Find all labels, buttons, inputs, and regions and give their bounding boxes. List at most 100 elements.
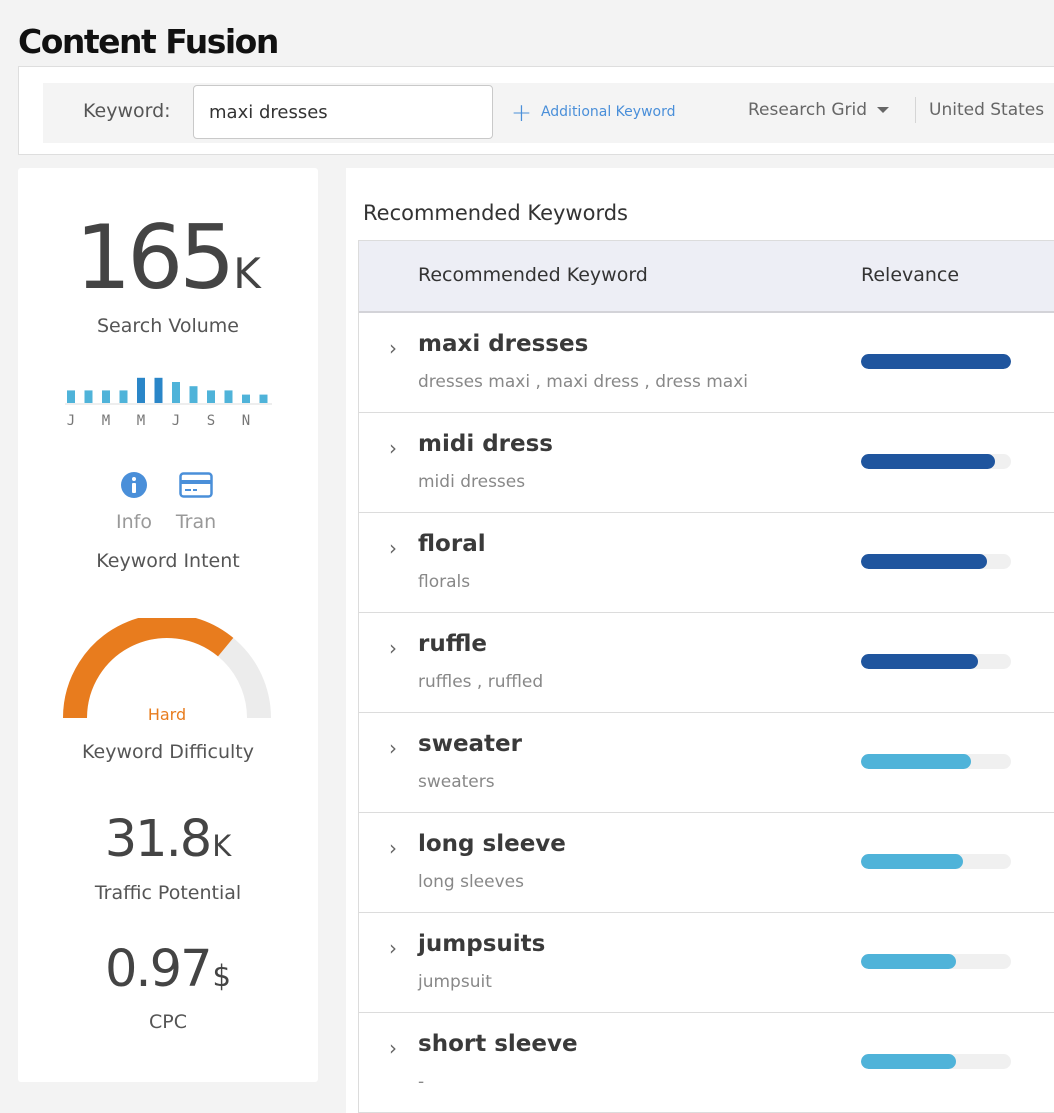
keyword-difficulty-label: Keyword Difficulty bbox=[82, 741, 254, 763]
col-relevance[interactable]: Relevance bbox=[861, 264, 960, 286]
additional-keyword-label: Additional Keyword bbox=[540, 104, 676, 120]
info-icon bbox=[121, 472, 147, 498]
keyword-synonyms: midi dresses bbox=[418, 472, 526, 492]
table-row[interactable]: › long sleeve long sleeves bbox=[359, 813, 1054, 913]
table-row[interactable]: › midi dress midi dresses bbox=[359, 413, 1054, 513]
keyword-synonyms: jumpsuit bbox=[418, 972, 492, 992]
table-row[interactable]: › sweater sweaters bbox=[359, 713, 1054, 813]
traffic-potential-unit: K bbox=[212, 829, 232, 863]
difficulty-gauge: Hard bbox=[63, 618, 271, 724]
trend-bar bbox=[67, 390, 75, 403]
relevance-bar-fill bbox=[861, 754, 971, 769]
trend-bar bbox=[172, 382, 180, 403]
traffic-potential-label: Traffic Potential bbox=[94, 882, 242, 904]
recommended-keywords-panel: Recommended Keywords Recommended Keyword… bbox=[346, 168, 1054, 1113]
table-row[interactable]: › floral florals bbox=[359, 513, 1054, 613]
keyword-synonyms: long sleeves bbox=[418, 872, 524, 892]
additional-keyword-button[interactable]: + Additional Keyword bbox=[511, 99, 675, 125]
relevance-bar bbox=[861, 754, 1011, 769]
relevance-bar bbox=[861, 954, 1011, 969]
difficulty-level: Hard bbox=[148, 705, 186, 724]
month-label: S bbox=[207, 413, 215, 429]
search-volume-label: Search Volume bbox=[97, 315, 239, 337]
relevance-bar bbox=[861, 854, 1011, 869]
keyword-synonyms: ruffles , ruffled bbox=[418, 672, 544, 692]
keyword-name: short sleeve bbox=[418, 1031, 578, 1057]
relevance-bar-fill bbox=[861, 1054, 956, 1069]
research-grid-label: Research Grid bbox=[748, 100, 868, 120]
table-row[interactable]: › short sleeve - bbox=[359, 1013, 1054, 1113]
divider bbox=[915, 97, 916, 123]
keyword-intent-icons: Info Tran bbox=[114, 471, 224, 541]
trend-bar bbox=[207, 390, 215, 403]
trend-bar bbox=[242, 394, 250, 403]
trend-bar bbox=[259, 394, 268, 403]
keyword-synonyms: florals bbox=[418, 572, 471, 592]
keyword-name: midi dress bbox=[418, 431, 553, 457]
table-row[interactable]: › maxi dresses dresses maxi , maxi dress ,… bbox=[359, 313, 1054, 413]
keyword-input[interactable] bbox=[193, 85, 493, 139]
trend-bar bbox=[137, 377, 145, 403]
trend-bar bbox=[119, 390, 128, 403]
keyword-name: maxi dresses bbox=[418, 331, 589, 357]
search-bar: Keyword: + Additional Keyword Research G… bbox=[18, 66, 1054, 155]
relevance-bar bbox=[861, 454, 1011, 469]
traffic-potential-number: 31.8 bbox=[104, 810, 213, 869]
search-volume-unit: K bbox=[233, 249, 261, 298]
chevron-right-icon[interactable]: › bbox=[389, 536, 397, 560]
cpc-unit: $ bbox=[212, 959, 231, 993]
cpc-number: 0.97 bbox=[104, 940, 213, 999]
intent-info-label: Info bbox=[116, 511, 152, 533]
chevron-right-icon[interactable]: › bbox=[389, 836, 397, 860]
caret-down-icon bbox=[877, 107, 890, 113]
chevron-right-icon[interactable]: › bbox=[389, 1036, 397, 1060]
intent-info: Info bbox=[109, 471, 159, 533]
trend-bar bbox=[84, 390, 93, 403]
keyword-synonyms: dresses maxi , maxi dress , dress maxi bbox=[418, 372, 748, 392]
gauge-fill bbox=[63, 618, 234, 719]
chevron-right-icon[interactable]: › bbox=[389, 936, 397, 960]
trend-bar bbox=[154, 377, 163, 403]
chevron-right-icon[interactable]: › bbox=[389, 736, 397, 760]
trend-bar bbox=[102, 390, 110, 403]
traffic-potential-value: 31.8K bbox=[18, 810, 318, 869]
credit-card-icon bbox=[179, 472, 213, 498]
col-recommended-keyword[interactable]: Recommended Keyword bbox=[418, 264, 648, 286]
keyword-label: Keyword: bbox=[83, 100, 171, 122]
keyword-synonyms: sweaters bbox=[418, 772, 495, 792]
intent-transactional: Tran bbox=[171, 471, 221, 533]
month-label: J bbox=[172, 413, 180, 429]
cpc-value: 0.97$ bbox=[18, 940, 318, 999]
chevron-right-icon[interactable]: › bbox=[389, 436, 397, 460]
month-label: J bbox=[67, 413, 75, 429]
plus-icon: + bbox=[511, 97, 532, 127]
cpc-label: CPC bbox=[149, 1011, 187, 1033]
keyword-name: floral bbox=[418, 531, 486, 557]
keyword-name: jumpsuits bbox=[418, 931, 546, 957]
table-row[interactable]: › jumpsuits jumpsuit bbox=[359, 913, 1054, 1013]
keyword-name: sweater bbox=[418, 731, 522, 757]
recommended-keywords-table: Recommended Keyword Relevance › maxi dres… bbox=[358, 240, 1054, 1113]
relevance-bar-fill bbox=[861, 654, 978, 669]
intent-tran-label: Tran bbox=[175, 511, 217, 533]
relevance-bar-fill bbox=[861, 354, 1011, 369]
relevance-bar bbox=[861, 1054, 1011, 1069]
research-grid-dropdown[interactable]: Research Grid bbox=[748, 100, 890, 120]
relevance-bar bbox=[861, 354, 1011, 369]
relevance-bar bbox=[861, 654, 1011, 669]
month-label: M bbox=[137, 413, 145, 429]
search-bar-inner: Keyword: + Additional Keyword Research G… bbox=[43, 83, 1054, 143]
relevance-bar-fill bbox=[861, 954, 956, 969]
chevron-right-icon[interactable]: › bbox=[389, 336, 397, 360]
chevron-right-icon[interactable]: › bbox=[389, 636, 397, 660]
relevance-bar-fill bbox=[861, 454, 995, 469]
country-dropdown[interactable]: United States bbox=[929, 100, 1044, 120]
trend-bar bbox=[224, 390, 233, 403]
table-row[interactable]: › ruffle ruffles , ruffled bbox=[359, 613, 1054, 713]
keyword-name: ruffle bbox=[418, 631, 487, 657]
search-volume-number: 165 bbox=[75, 206, 235, 309]
relevance-bar bbox=[861, 554, 1011, 569]
relevance-bar-fill bbox=[861, 854, 963, 869]
